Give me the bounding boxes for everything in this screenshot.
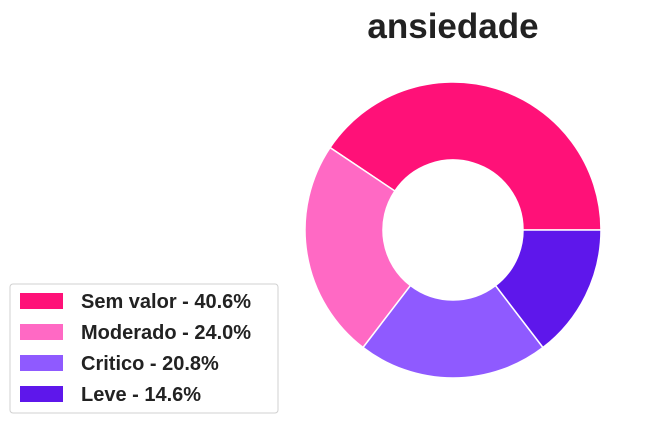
slice-critico — [361, 284, 545, 379]
chart-title: ansiedade — [367, 7, 538, 46]
legend-swatch — [20, 355, 63, 371]
slice-moderado — [304, 146, 412, 349]
legend-swatch — [20, 293, 63, 309]
legend-swatch — [20, 386, 63, 402]
donut-slices — [304, 81, 602, 379]
legend-box — [9, 283, 279, 414]
legend-label: Leve - 14.6% — [81, 384, 201, 406]
legend-label: Sem valor - 40.6% — [81, 291, 251, 313]
legend-label: Moderado - 24.0% — [81, 322, 251, 344]
slice-leve — [494, 229, 602, 349]
legend-swatch — [20, 324, 63, 340]
slice-sem-valor — [329, 81, 602, 231]
legend-items: Sem valor - 40.6% Moderado - 24.0% Critico… — [20, 291, 251, 406]
legend: Sem valor - 40.6% Moderado - 24.0% Critico… — [9, 283, 279, 414]
legend-label: Critico - 20.8% — [81, 353, 219, 375]
